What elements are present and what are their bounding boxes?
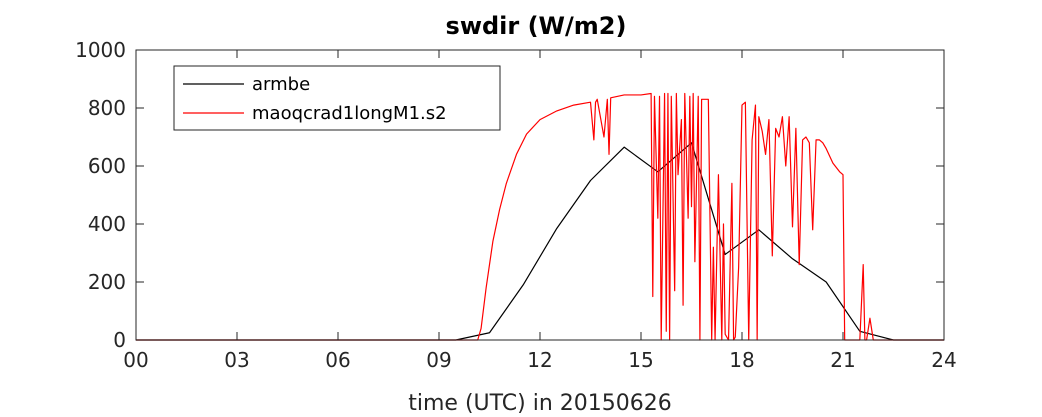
x-tick-label: 03 [224, 348, 249, 372]
x-tick-label: 06 [325, 348, 350, 372]
y-tick-label: 800 [88, 96, 126, 120]
y-tick-label: 1000 [75, 38, 126, 62]
series-line-maoqcrad1longm1-s2 [136, 92, 944, 341]
x-tick-label: 18 [729, 348, 754, 372]
x-tick-label: 24 [931, 348, 956, 372]
x-tick-label: 21 [830, 348, 855, 372]
x-tick-label: 12 [527, 348, 552, 372]
series-line-armbe [136, 142, 944, 341]
legend-label-maoqcrad1longm1-s2: maoqcrad1longM1.s2 [252, 103, 447, 124]
legend-label-armbe: armbe [252, 74, 310, 95]
x-tick-label: 09 [426, 348, 451, 372]
plot-area: 00 03 06 09 12 15 18 21 24 0 200 400 600 800 1000 armbe… [75, 38, 957, 372]
x-tick-label: 15 [628, 348, 653, 372]
legend-box [173, 65, 501, 131]
y-tick-label: 0 [113, 328, 126, 352]
x-tick-label: 00 [123, 348, 148, 372]
y-tick-label: 600 [88, 154, 126, 178]
chart-title: swdir (W/m2) [446, 12, 627, 40]
y-tick-label: 200 [88, 270, 126, 294]
y-tick-label: 400 [88, 212, 126, 236]
x-axis-label: time (UTC) in 20150626 [408, 391, 672, 416]
